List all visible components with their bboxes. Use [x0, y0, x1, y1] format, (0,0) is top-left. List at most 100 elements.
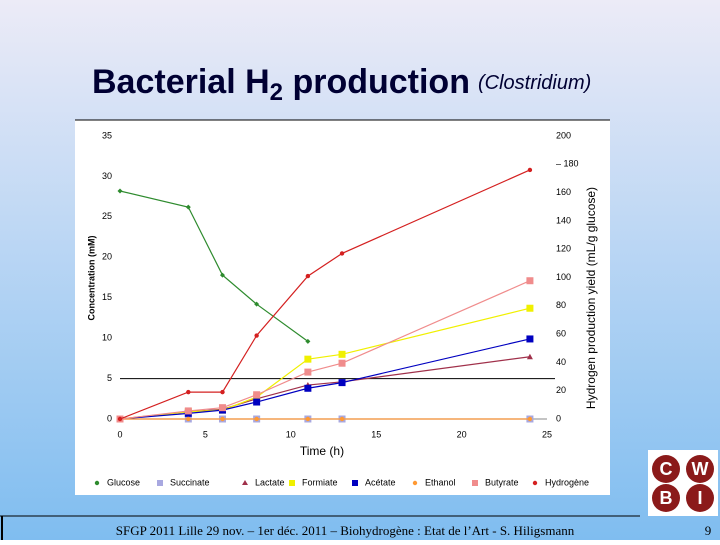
y2-tick-label: 80 [556, 300, 566, 310]
legend-label: Glucose [107, 477, 140, 487]
logo-letter: C [660, 459, 673, 479]
title-rest: production [283, 63, 470, 101]
logo-letter: B [660, 488, 673, 508]
legend-swatch [289, 480, 295, 486]
legend-label: Butyrate [485, 477, 519, 487]
marker [186, 389, 191, 395]
legend-item: Acétate [352, 477, 396, 487]
legend-swatch [352, 480, 358, 486]
marker [526, 335, 534, 343]
legend-label: Formiate [302, 477, 338, 487]
y-tick-label: 0 [107, 413, 112, 423]
legend-label: Hydrogène [545, 477, 589, 487]
logo: C WB I [652, 455, 714, 512]
x-tick-label: 15 [371, 429, 381, 439]
y-tick-label: 25 [102, 211, 112, 221]
marker [527, 416, 533, 422]
marker [254, 333, 259, 338]
title-sub: 2 [270, 79, 283, 106]
y2-tick-label: 140 [556, 215, 571, 225]
x-tick-label: 0 [117, 429, 122, 439]
y2-tick-label: 60 [556, 328, 566, 338]
marker [218, 404, 226, 412]
page-number: 9 [705, 523, 712, 538]
y2-tick-label: 120 [556, 244, 571, 254]
legend-label: Ethanol [425, 477, 456, 487]
legend-item: Ethanol [412, 477, 456, 487]
y2-tick-label: 100 [556, 272, 571, 282]
logo-letter: I [697, 488, 702, 508]
marker [254, 301, 260, 307]
y2-tick-label: 0 [556, 413, 561, 423]
legend-label: Lactate [255, 477, 285, 487]
marker [305, 273, 311, 279]
marker [339, 416, 345, 422]
marker [117, 416, 123, 422]
legend-swatch [242, 480, 248, 485]
y-tick-label: 20 [102, 252, 112, 262]
marker [304, 368, 312, 376]
marker [526, 353, 533, 360]
marker [527, 167, 533, 173]
legend-swatch [412, 480, 418, 486]
marker [254, 416, 259, 422]
marker [304, 384, 312, 392]
legend-swatch [157, 480, 163, 486]
x-tick-label: 5 [203, 429, 208, 439]
y-axis-label: Concentration (mM) [86, 236, 96, 321]
marker [304, 355, 312, 363]
marker [253, 391, 261, 399]
marker [220, 389, 225, 395]
marker [220, 416, 225, 422]
x-axis-label: Time (h) [300, 444, 344, 458]
marker [305, 416, 311, 422]
logo-letter: W [692, 459, 709, 479]
x-tick-label: 10 [286, 429, 296, 439]
y2-tick-label: 200 [556, 130, 571, 140]
slide-title: Bacterial H2 production (Clostridium) [92, 63, 591, 106]
y2-tick-label: – 180 [556, 159, 579, 169]
logo-circle [686, 455, 714, 483]
x-tick-label: 25 [542, 429, 552, 439]
y2-axis-label: Hydrogen production yield (mL/g glucose) [584, 187, 598, 409]
y-tick-label: 5 [107, 373, 112, 383]
legend-item: Glucose [94, 477, 140, 487]
marker [338, 350, 346, 358]
legend-label: Succinate [170, 477, 210, 487]
y-tick-label: 15 [102, 292, 112, 302]
legend-swatch [532, 480, 538, 486]
marker [338, 379, 346, 387]
y2-tick-label: 160 [556, 187, 571, 197]
legend-item: Lactate [242, 477, 285, 487]
y2-tick-label: 20 [556, 385, 566, 395]
legend-item: Hydrogène [532, 477, 589, 487]
marker [305, 338, 311, 344]
legend-item: Butyrate [472, 477, 519, 487]
y2-tick-label: 40 [556, 357, 566, 367]
y-tick-label: 30 [102, 171, 112, 181]
legend-item: Succinate [157, 477, 210, 487]
marker [185, 204, 191, 210]
y-tick-label: 35 [102, 130, 112, 140]
marker [219, 272, 225, 278]
logo-circle [652, 455, 680, 483]
marker [338, 359, 346, 367]
marker [117, 188, 123, 194]
marker [186, 416, 191, 422]
x-tick-label: 20 [457, 429, 467, 439]
legend-swatch [472, 480, 478, 486]
logo-circle [686, 484, 714, 512]
legend-label: Acétate [365, 477, 396, 487]
y-tick-label: 10 [102, 333, 112, 343]
marker [526, 277, 534, 285]
title-main: Bacterial H [92, 63, 270, 101]
chart-area [75, 120, 610, 495]
footer: SFGP 2011 Lille 29 nov. – 1er déc. 2011 … [116, 523, 575, 538]
title-note: (Clostridium) [478, 72, 591, 94]
marker [526, 304, 534, 312]
marker [184, 407, 192, 415]
legend-item: Formiate [289, 477, 338, 487]
marker [253, 398, 261, 406]
